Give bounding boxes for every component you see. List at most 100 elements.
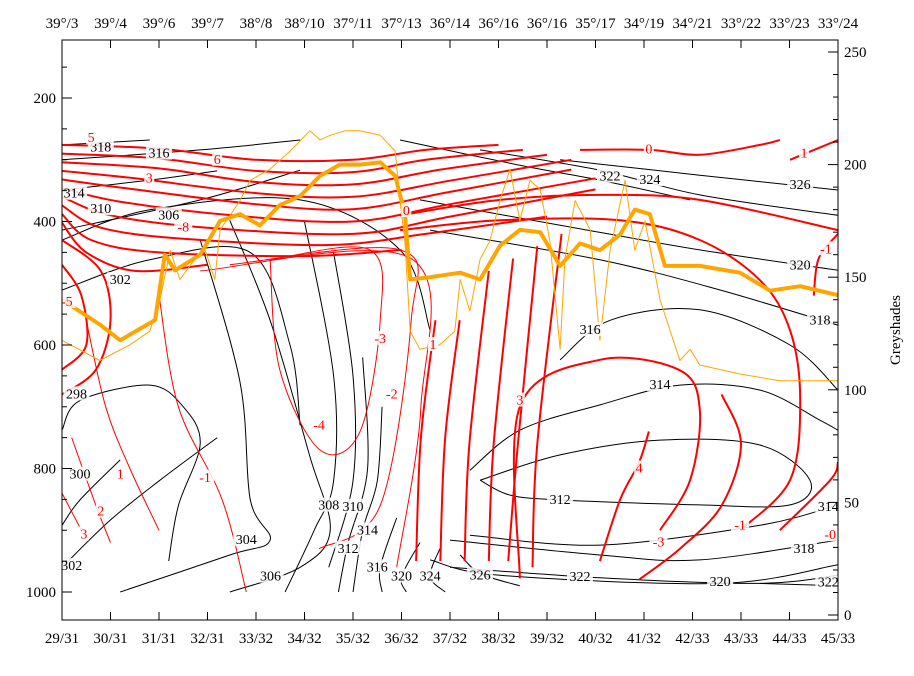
theta-contour-314	[352, 406, 383, 593]
theta-contour-label-bg	[146, 145, 172, 160]
right-tick-label: 200	[844, 158, 867, 174]
right-tick-label: 250	[844, 45, 867, 61]
theta-contour-label: 310	[90, 202, 111, 217]
w-contour-label: 3	[516, 394, 523, 409]
theta-contour-label-bg	[647, 377, 674, 392]
bottom-tick-label: 39/32	[530, 631, 564, 647]
theta-contour-label: 326	[470, 568, 491, 583]
right-tick-label: 0	[844, 608, 852, 624]
top-tick-label: 36°/16	[527, 16, 568, 32]
theta-contour-label: 316	[367, 560, 388, 575]
bottom-tick-label: 29/31	[45, 631, 79, 647]
theta-contour-label: 320	[391, 570, 412, 585]
w-contour-label: 5	[88, 131, 95, 146]
theta-contour-label: 302	[61, 559, 82, 574]
w-contour	[507, 246, 539, 562]
w-contour-label: -1	[199, 471, 211, 486]
w-contour--3	[229, 247, 419, 550]
theta-contour-label-bg	[636, 172, 663, 187]
theta-contour-label-bg	[364, 559, 391, 574]
top-tick-label: 39°/7	[191, 16, 224, 32]
theta-contour-label: 302	[110, 273, 131, 288]
w-contour-label: 6	[214, 153, 221, 168]
top-tick-label: 34°/19	[624, 16, 664, 32]
theta-contour-298	[62, 384, 201, 562]
w-contour-2	[71, 437, 111, 543]
w-contour-1	[415, 320, 437, 562]
theta-contour-label-bg	[257, 568, 284, 583]
theta-contour-label-bg	[315, 497, 342, 512]
w-contour-label-bg	[196, 469, 215, 484]
w-contour	[439, 320, 461, 562]
w-contour-label-bg	[382, 386, 401, 401]
theta-contour-label: 322	[818, 576, 839, 591]
w-contour-1	[85, 320, 160, 531]
theta-contour-label: 324	[639, 173, 660, 188]
theta-contour-label-bg	[62, 558, 85, 573]
theta-contour-label: 314	[357, 523, 378, 538]
bottom-tick-label: 30/31	[93, 631, 127, 647]
w-contour-label: 1	[117, 468, 124, 483]
bottom-tick-label: 35/32	[336, 631, 370, 647]
bottom-tick-label: 40/32	[578, 631, 612, 647]
right-tick-label: 100	[844, 383, 867, 399]
w-contour-label: -5	[61, 295, 73, 310]
bottom-tick-label: 42/33	[675, 631, 709, 647]
theta-contour-label-bg	[155, 207, 182, 222]
w-contour--0	[779, 461, 838, 531]
w-contour-label: 4	[636, 462, 643, 477]
bottom-tick-label: 44/33	[772, 631, 806, 647]
bottom-tick-label: 31/31	[142, 631, 176, 647]
w-contour-label: 0	[403, 204, 410, 219]
w-contour-label-bg	[821, 527, 838, 542]
theta-contour-label: 318	[90, 140, 111, 155]
top-tick-label: 35°/17	[575, 16, 616, 32]
w-contour	[463, 270, 490, 562]
right-tick-label: 150	[844, 270, 867, 286]
w-contour-label-bg	[514, 392, 525, 407]
w-contour-label-bg	[310, 417, 329, 432]
w-contour-1	[789, 139, 838, 161]
w-contour-label-bg	[799, 145, 810, 160]
plot-frame	[61, 39, 839, 621]
w-contour-label: -0	[824, 528, 836, 543]
top-tick-label: 36°/14	[430, 16, 471, 32]
theta-contour-322	[449, 566, 838, 584]
left-tick-label: 200	[34, 91, 57, 107]
w-contour-label-bg	[634, 460, 645, 475]
w-contour-label-bg	[401, 203, 412, 218]
left-tick-label: 1000	[26, 585, 56, 601]
w-contour--5	[62, 239, 112, 396]
theta-contour-label-bg	[467, 567, 494, 582]
theta-contour-label-bg	[807, 312, 834, 327]
w-contour-4	[598, 431, 650, 562]
top-tick-label: 37°/13	[381, 16, 421, 32]
theta-contour-label: 306	[260, 570, 281, 585]
w-contour-label: 3	[80, 528, 87, 543]
greyshade-smoothed-line	[62, 160, 838, 343]
top-tick-label: 33°/22	[721, 16, 761, 32]
right-axis-label: Greyshades	[888, 295, 904, 365]
w-contour	[531, 233, 563, 568]
top-tick-label: 34°/21	[672, 16, 712, 32]
right-tick-label: 50	[844, 495, 859, 511]
bottom-tick-label: 37/32	[433, 631, 467, 647]
theta-contour-label: 306	[158, 208, 179, 223]
w-contour-label: -1	[820, 242, 832, 257]
theta-contour-318	[449, 539, 838, 562]
theta-contour-314	[469, 504, 838, 546]
w-contour-label: 1	[430, 338, 437, 353]
theta-contour-label-bg	[577, 322, 604, 337]
theta-contour-label-bg	[417, 568, 444, 583]
theta-contour-label-bg	[815, 574, 838, 589]
w-contour--2	[200, 250, 432, 568]
bottom-tick-label: 38/32	[481, 631, 515, 647]
theta-contour-label-bg	[354, 522, 381, 537]
theta-contour-label-bg	[87, 201, 114, 216]
w-contour	[62, 213, 402, 258]
theta-contour-label-bg	[335, 540, 362, 555]
w-contour-label-bg	[643, 141, 654, 156]
bottom-tick-label: 45/33	[821, 631, 855, 647]
top-tick-label: 33°/23	[769, 16, 809, 32]
